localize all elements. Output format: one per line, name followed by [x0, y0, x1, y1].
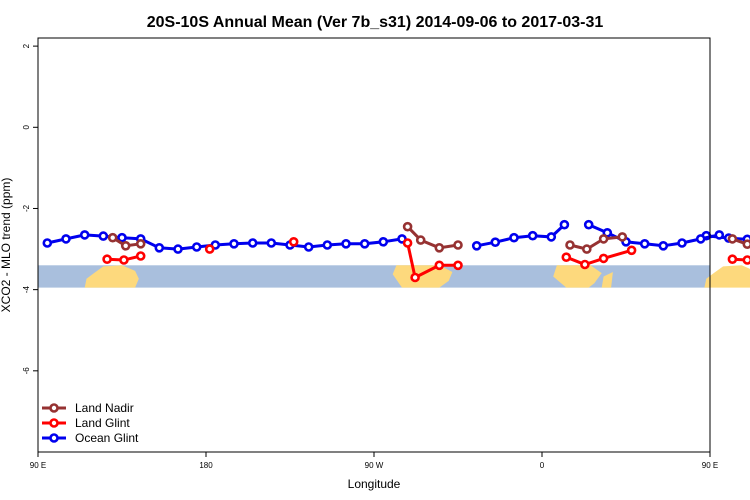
series-land-nadir	[107, 221, 750, 254]
data-point	[322, 240, 333, 250]
data-point	[559, 219, 570, 230]
y-tick-label: -6	[22, 367, 31, 375]
data-point	[561, 252, 572, 263]
x-tick-label: 0	[540, 461, 545, 470]
data-point	[359, 239, 370, 249]
land-shape	[84, 265, 139, 288]
data-point	[402, 238, 413, 248]
land-shape	[704, 265, 750, 288]
series-layer	[42, 219, 750, 283]
data-point	[527, 230, 538, 241]
data-point	[135, 239, 146, 249]
data-point	[303, 242, 314, 252]
land-shape	[392, 265, 453, 288]
data-point	[247, 238, 258, 248]
y-tick-label: 2	[22, 43, 31, 48]
legend-label: Ocean Glint	[75, 431, 139, 445]
data-point	[453, 260, 463, 271]
y-tick-label: -2	[22, 204, 31, 212]
data-point	[119, 255, 129, 265]
data-point	[402, 221, 413, 232]
data-point	[102, 254, 112, 265]
data-point	[639, 239, 650, 249]
data-point	[378, 237, 389, 247]
data-point	[120, 241, 131, 251]
x-tick-label: 90 E	[702, 461, 718, 470]
x-axis-label: Longitude	[348, 477, 401, 491]
data-point	[598, 234, 609, 244]
data-point	[714, 230, 725, 240]
data-point	[509, 232, 519, 243]
data-point	[727, 254, 738, 265]
data-point	[546, 232, 557, 242]
ocean-band	[38, 265, 710, 288]
data-point	[42, 238, 53, 248]
data-point	[580, 259, 590, 270]
y-axis-label: XCO2 - MLO trend (ppm)	[0, 178, 13, 313]
x-tick-label: 180	[199, 461, 213, 470]
data-point	[173, 244, 183, 254]
data-point	[471, 241, 482, 251]
x-tick-label: 90 W	[365, 461, 384, 470]
data-point	[107, 232, 118, 243]
y-tick-label: 0	[22, 125, 31, 130]
data-point	[598, 253, 609, 264]
series-line	[406, 225, 459, 250]
legend-label: Land Nadir	[75, 401, 134, 415]
data-point	[98, 231, 109, 241]
data-point	[742, 239, 750, 249]
data-point	[658, 241, 669, 251]
legend-marker	[49, 403, 59, 413]
legend-label: Land Glint	[75, 416, 130, 430]
legend-marker	[49, 418, 59, 428]
data-point	[727, 234, 738, 244]
data-point	[453, 240, 463, 250]
data-point	[61, 234, 71, 244]
data-point	[617, 232, 628, 242]
land-band	[38, 265, 750, 288]
chart-title: 20S-10S Annual Mean (Ver 7b_s31) 2014-09…	[147, 14, 604, 31]
data-point	[581, 244, 592, 254]
data-point	[229, 239, 239, 249]
data-point	[117, 232, 127, 243]
y-tick-label: -4	[22, 286, 31, 294]
land-shape	[553, 265, 602, 288]
legend-item: Land Glint	[42, 416, 130, 430]
data-point	[79, 230, 90, 240]
data-point	[583, 219, 594, 230]
data-point	[626, 245, 637, 256]
data-point	[434, 260, 445, 271]
data-point	[410, 272, 420, 283]
legend-marker	[49, 433, 59, 443]
series-line	[565, 248, 633, 267]
data-point	[266, 238, 277, 248]
data-point	[677, 238, 687, 248]
series-line	[569, 235, 623, 251]
data-point	[191, 242, 202, 252]
data-point	[415, 235, 426, 245]
data-point	[490, 237, 501, 247]
x-tick-label: 90 E	[30, 461, 46, 470]
data-point	[154, 243, 165, 253]
legend-item: Ocean Glint	[42, 431, 139, 445]
series-line	[406, 242, 458, 280]
data-point	[434, 243, 445, 253]
data-point	[695, 234, 706, 244]
data-point	[288, 237, 299, 247]
data-point	[135, 251, 146, 261]
data-point	[204, 244, 215, 254]
y-axis: 2 0 -2 -4 -6	[22, 43, 38, 374]
series-ocean-glint	[42, 219, 750, 254]
x-axis: 90 E 180 90 W 0 90 E	[30, 452, 718, 470]
legend-item: Land Nadir	[42, 401, 134, 415]
data-point	[742, 255, 750, 265]
land-shape	[601, 272, 613, 288]
data-point	[341, 239, 351, 249]
data-point	[565, 240, 575, 250]
series-land-glint	[102, 237, 750, 283]
